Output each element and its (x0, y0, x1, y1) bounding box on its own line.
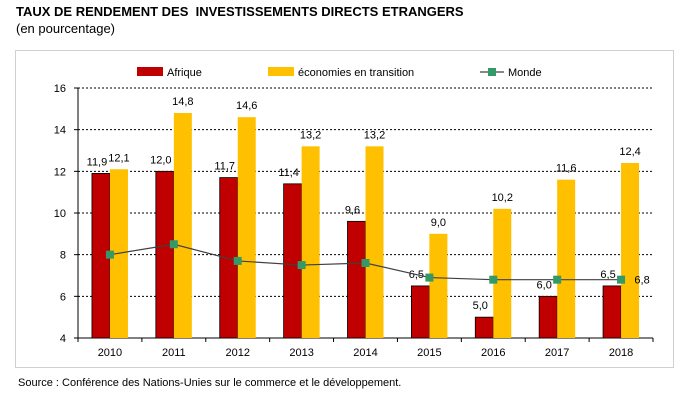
x-tick-label: 2014 (353, 347, 377, 359)
x-tick-label: 2010 (98, 347, 122, 359)
data-label-transition: 10,2 (492, 192, 513, 204)
bar-transition (365, 146, 384, 338)
data-label-afrique: 6,5 (600, 269, 615, 281)
data-label-transition: 12,1 (108, 152, 129, 164)
x-tick-label: 2013 (289, 347, 313, 359)
bar-transition (621, 163, 640, 338)
bar-transition (493, 208, 512, 338)
x-tick-label: 2012 (225, 347, 249, 359)
data-label-transition: 14,8 (172, 96, 193, 108)
bar-afrique (347, 220, 366, 339)
data-label-transition: 13,2 (364, 129, 385, 141)
x-tick-label: 2016 (481, 347, 505, 359)
x-tick-label: 2017 (545, 347, 569, 359)
y-tick-label: 6 (60, 291, 66, 303)
x-tick-label: 2011 (162, 347, 186, 359)
bar-afrique (155, 170, 175, 339)
legend-swatch-afrique (137, 67, 163, 76)
point-monde (425, 273, 434, 282)
data-label-transition: 12,4 (619, 146, 640, 158)
y-tick-label: 4 (60, 333, 66, 345)
bar-afrique (283, 183, 303, 339)
y-tick-label: 10 (54, 208, 66, 220)
data-label-afrique: 11,9 (87, 156, 108, 168)
data-label-afrique: 6,0 (537, 279, 552, 291)
point-monde (297, 261, 306, 270)
point-monde (361, 259, 370, 267)
data-label-afrique: 9,6 (345, 204, 360, 216)
x-tick-label: 2015 (417, 347, 441, 359)
bar-afrique (538, 295, 558, 339)
bar-afrique (474, 316, 494, 339)
point-monde (169, 240, 178, 249)
data-label-transition: 14,6 (236, 100, 257, 112)
legend-marker-monde (488, 68, 496, 76)
data-label-afrique: 5,0 (473, 300, 488, 312)
bar-afrique (602, 285, 622, 339)
point-monde (553, 275, 562, 284)
point-monde (105, 250, 114, 259)
bar-afrique (410, 285, 430, 339)
legend-swatch-transition (268, 67, 294, 76)
source-note: Source : Conférence des Nations-Unies su… (18, 377, 402, 389)
y-tick-label: 12 (54, 166, 66, 178)
bar-transition (301, 146, 320, 338)
y-tick-label: 8 (60, 250, 66, 262)
legend-label-afrique: Afrique (167, 67, 202, 79)
data-label-transition: 13,2 (300, 129, 321, 141)
point-monde (489, 275, 498, 284)
data-label-transition: 11,6 (556, 163, 577, 175)
bar-transition (237, 117, 256, 339)
data-label-afrique: 12,0 (150, 154, 171, 166)
point-monde (233, 256, 242, 265)
bar-transition (557, 179, 576, 338)
chart-frame (15, 50, 674, 368)
data-label-afrique: 11,4 (278, 167, 299, 179)
chart-title: TAUX DE RENDEMENT DES INVESTISSEMENTS DI… (16, 4, 464, 19)
data-label-transition: 9,0 (431, 217, 446, 229)
y-tick-label: 14 (54, 125, 66, 137)
bar-transition (429, 233, 448, 338)
legend-label-transition: économies en transition (298, 67, 414, 79)
chart-subtitle: (en pourcentage) (16, 21, 116, 36)
bar-transition (173, 113, 192, 338)
point-monde (617, 275, 626, 284)
x-tick-label: 2018 (609, 347, 633, 359)
data-label-afrique: 11,7 (214, 161, 235, 173)
data-label-monde: 6,8 (634, 275, 649, 287)
legend-label-monde: Monde (508, 67, 542, 79)
y-tick-label: 16 (54, 83, 66, 95)
